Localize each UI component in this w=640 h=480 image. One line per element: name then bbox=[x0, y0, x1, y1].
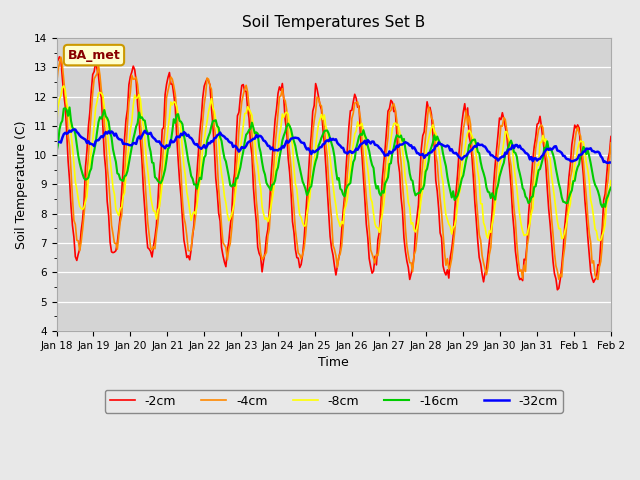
Y-axis label: Soil Temperature (C): Soil Temperature (C) bbox=[15, 120, 28, 249]
-8cm bbox=[607, 178, 615, 184]
-4cm bbox=[73, 237, 81, 243]
-4cm bbox=[605, 159, 613, 165]
-16cm bbox=[52, 149, 60, 155]
-32cm bbox=[604, 160, 612, 166]
-2cm bbox=[607, 133, 615, 139]
-2cm bbox=[73, 258, 81, 264]
-8cm bbox=[595, 238, 603, 243]
-8cm bbox=[532, 175, 540, 180]
-16cm bbox=[66, 105, 74, 110]
Text: BA_met: BA_met bbox=[68, 48, 120, 61]
-4cm bbox=[339, 225, 347, 230]
-8cm bbox=[52, 124, 60, 130]
-32cm bbox=[607, 160, 615, 166]
-8cm bbox=[605, 186, 613, 192]
-4cm bbox=[90, 76, 98, 82]
Line: -4cm: -4cm bbox=[56, 57, 611, 279]
-32cm bbox=[605, 159, 613, 165]
-8cm bbox=[90, 123, 98, 129]
-2cm bbox=[339, 209, 347, 215]
-2cm bbox=[90, 69, 98, 74]
-8cm bbox=[339, 221, 347, 227]
-16cm bbox=[532, 183, 540, 189]
Title: Soil Temperatures Set B: Soil Temperatures Set B bbox=[242, 15, 426, 30]
-16cm bbox=[90, 148, 98, 154]
-4cm bbox=[607, 140, 615, 146]
-2cm bbox=[554, 287, 561, 293]
-32cm bbox=[52, 139, 60, 144]
-2cm bbox=[449, 234, 457, 240]
-4cm bbox=[532, 145, 540, 151]
Line: -8cm: -8cm bbox=[56, 86, 611, 240]
-16cm bbox=[73, 142, 81, 148]
-4cm bbox=[52, 83, 60, 88]
-32cm bbox=[73, 129, 81, 135]
-16cm bbox=[598, 204, 606, 210]
-2cm bbox=[56, 54, 63, 60]
-16cm bbox=[339, 192, 347, 197]
X-axis label: Time: Time bbox=[318, 356, 349, 369]
Legend: -2cm, -4cm, -8cm, -16cm, -32cm: -2cm, -4cm, -8cm, -16cm, -32cm bbox=[104, 390, 563, 413]
-2cm bbox=[605, 150, 613, 156]
Line: -32cm: -32cm bbox=[56, 130, 611, 163]
-8cm bbox=[60, 83, 68, 89]
-4cm bbox=[57, 54, 65, 60]
Line: -16cm: -16cm bbox=[56, 108, 611, 207]
-4cm bbox=[594, 276, 602, 282]
Line: -2cm: -2cm bbox=[56, 57, 611, 290]
-2cm bbox=[52, 60, 60, 66]
-32cm bbox=[449, 150, 457, 156]
-32cm bbox=[90, 143, 98, 149]
-16cm bbox=[605, 188, 613, 194]
-2cm bbox=[532, 134, 540, 140]
-8cm bbox=[449, 225, 457, 230]
-32cm bbox=[72, 127, 79, 132]
-32cm bbox=[532, 156, 540, 161]
-16cm bbox=[607, 185, 615, 191]
-8cm bbox=[73, 186, 81, 192]
-4cm bbox=[449, 243, 457, 249]
-32cm bbox=[339, 145, 347, 151]
-16cm bbox=[449, 188, 457, 194]
